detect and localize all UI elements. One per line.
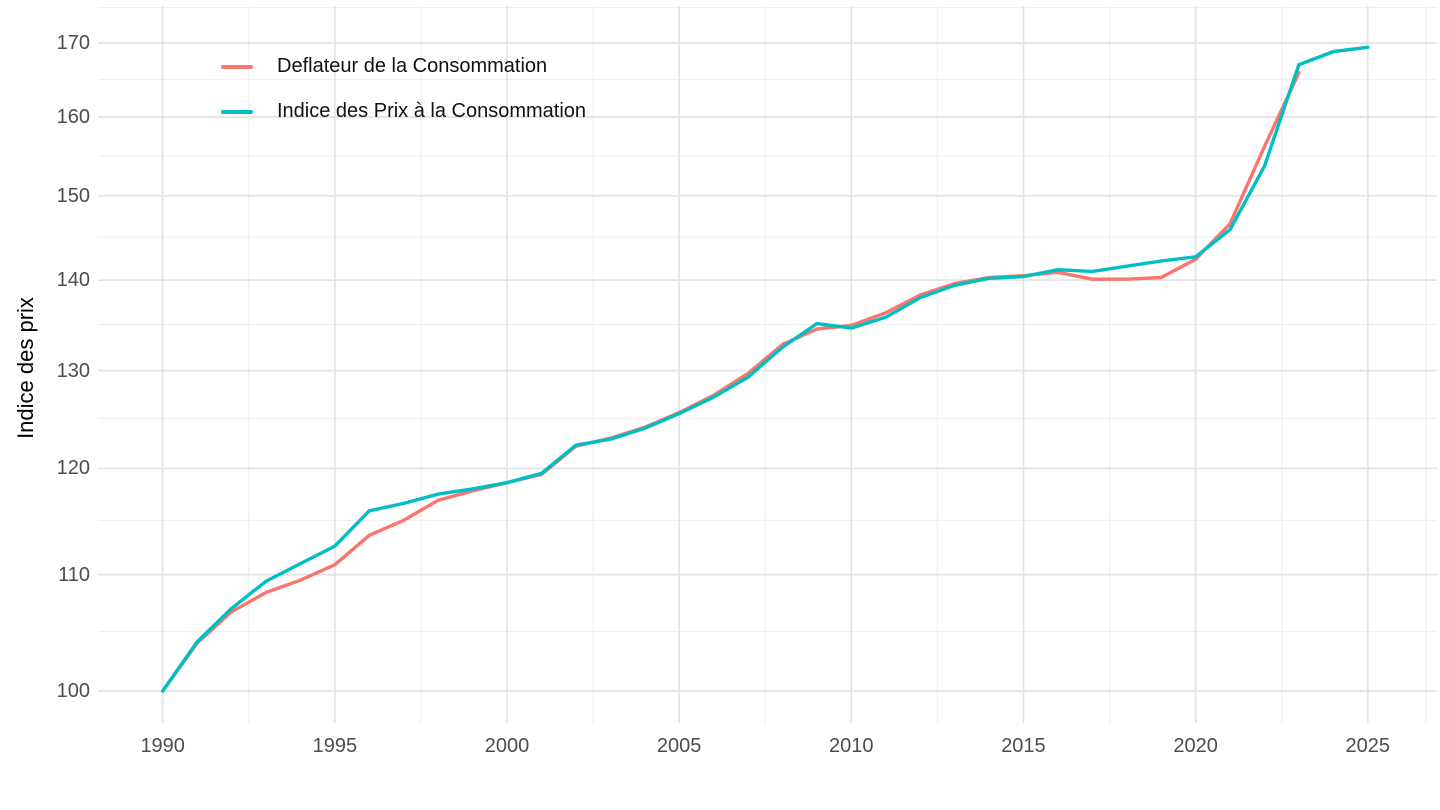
series-line-deflateur (160, 71, 1301, 693)
legend-label-deflateur: Deflateur de la Consommation (277, 55, 548, 77)
series-line-ipc (160, 45, 1370, 693)
legend-label-ipc: Indice des Prix à la Consommation (277, 100, 587, 122)
legend-item-ipc: Indice des Prix à la Consommation (221, 89, 586, 134)
legend-key-line-deflateur (221, 64, 253, 69)
legend: Deflateur de la Consommation Indice des … (221, 44, 586, 134)
y-axis-title: Indice des prix (13, 297, 38, 439)
legend-item-deflateur: Deflateur de la Consommation (221, 44, 586, 89)
legend-key-line-ipc (221, 109, 253, 114)
